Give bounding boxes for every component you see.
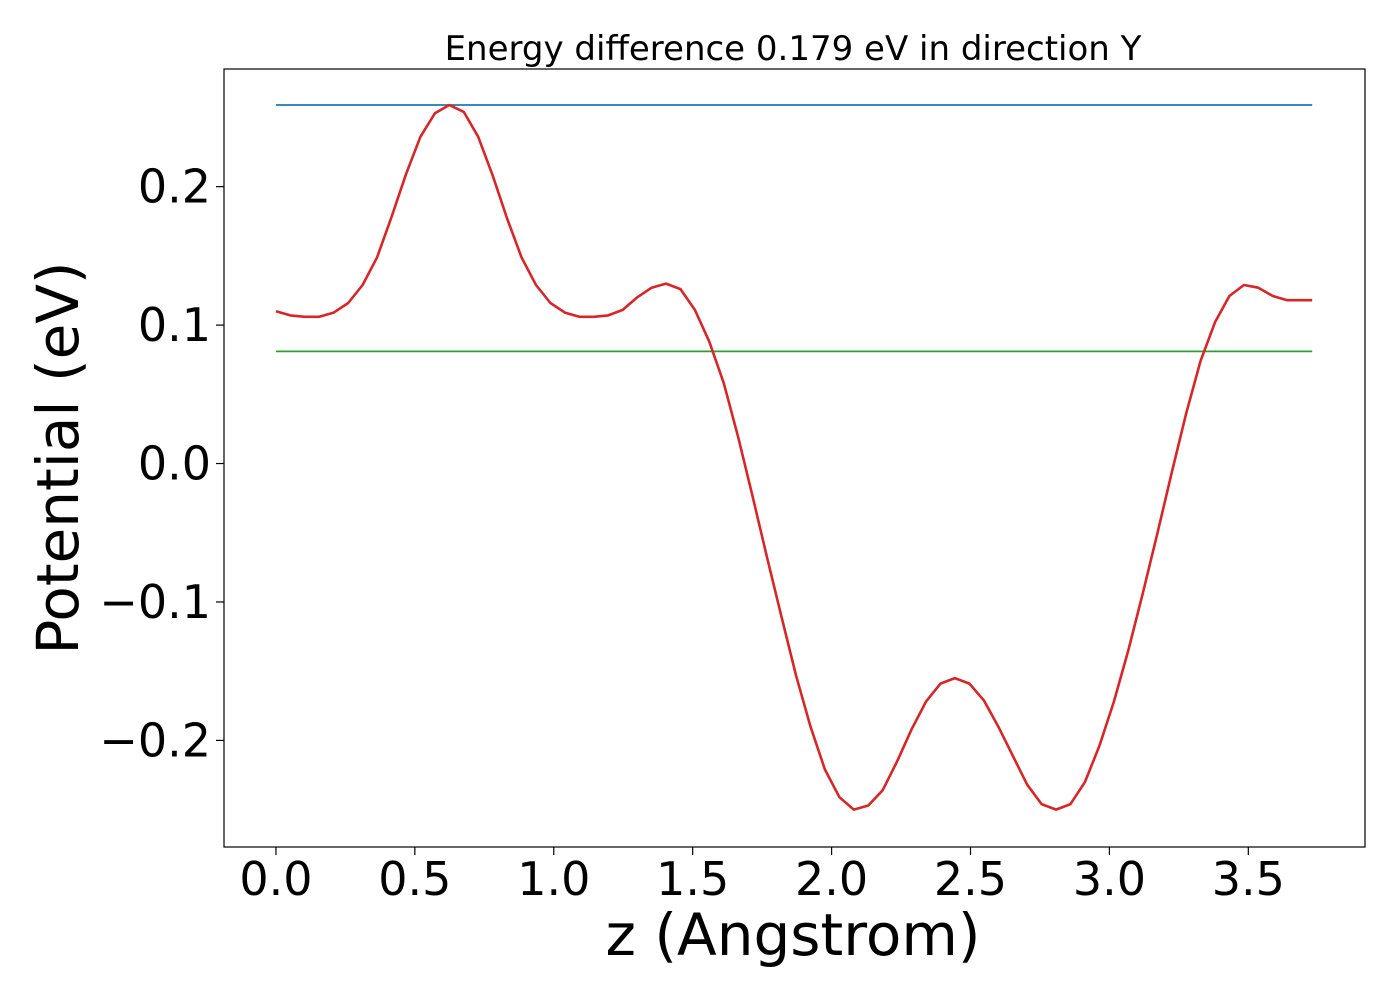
x-tick-label: 1.0 — [517, 852, 590, 906]
x-axis: 0.0 0.5 1.0 1.5 2.0 2.5 3.0 3.5 — [239, 847, 1285, 906]
plot-area — [223, 68, 1366, 848]
x-tick-label: 1.5 — [656, 852, 729, 906]
x-tick-label: 2.5 — [934, 852, 1007, 906]
x-tick-label: 0.5 — [378, 852, 451, 906]
y-tick-label: −0.1 — [99, 575, 211, 629]
series-layer — [275, 103, 1313, 811]
y-tick-label: 0.0 — [138, 437, 211, 491]
x-tick-label: 3.5 — [1212, 852, 1285, 906]
y-tick-label: 0.2 — [138, 160, 211, 214]
x-axis-label: z (Angstrom) — [606, 901, 981, 969]
y-axis: −0.2 −0.1 0.0 0.1 0.2 — [99, 160, 224, 767]
x-tick-label: 2.0 — [795, 852, 868, 906]
chart-title: Energy difference 0.179 eV in direction … — [445, 29, 1142, 69]
series-line-2 — [275, 103, 1313, 811]
y-tick-label: 0.1 — [138, 298, 211, 352]
axes-frame — [223, 68, 1366, 848]
y-tick-label: −0.2 — [99, 713, 211, 767]
x-tick-label: 0.0 — [239, 852, 312, 906]
x-tick-label: 3.0 — [1073, 852, 1146, 906]
y-axis-label: Potential (eV) — [24, 261, 92, 654]
